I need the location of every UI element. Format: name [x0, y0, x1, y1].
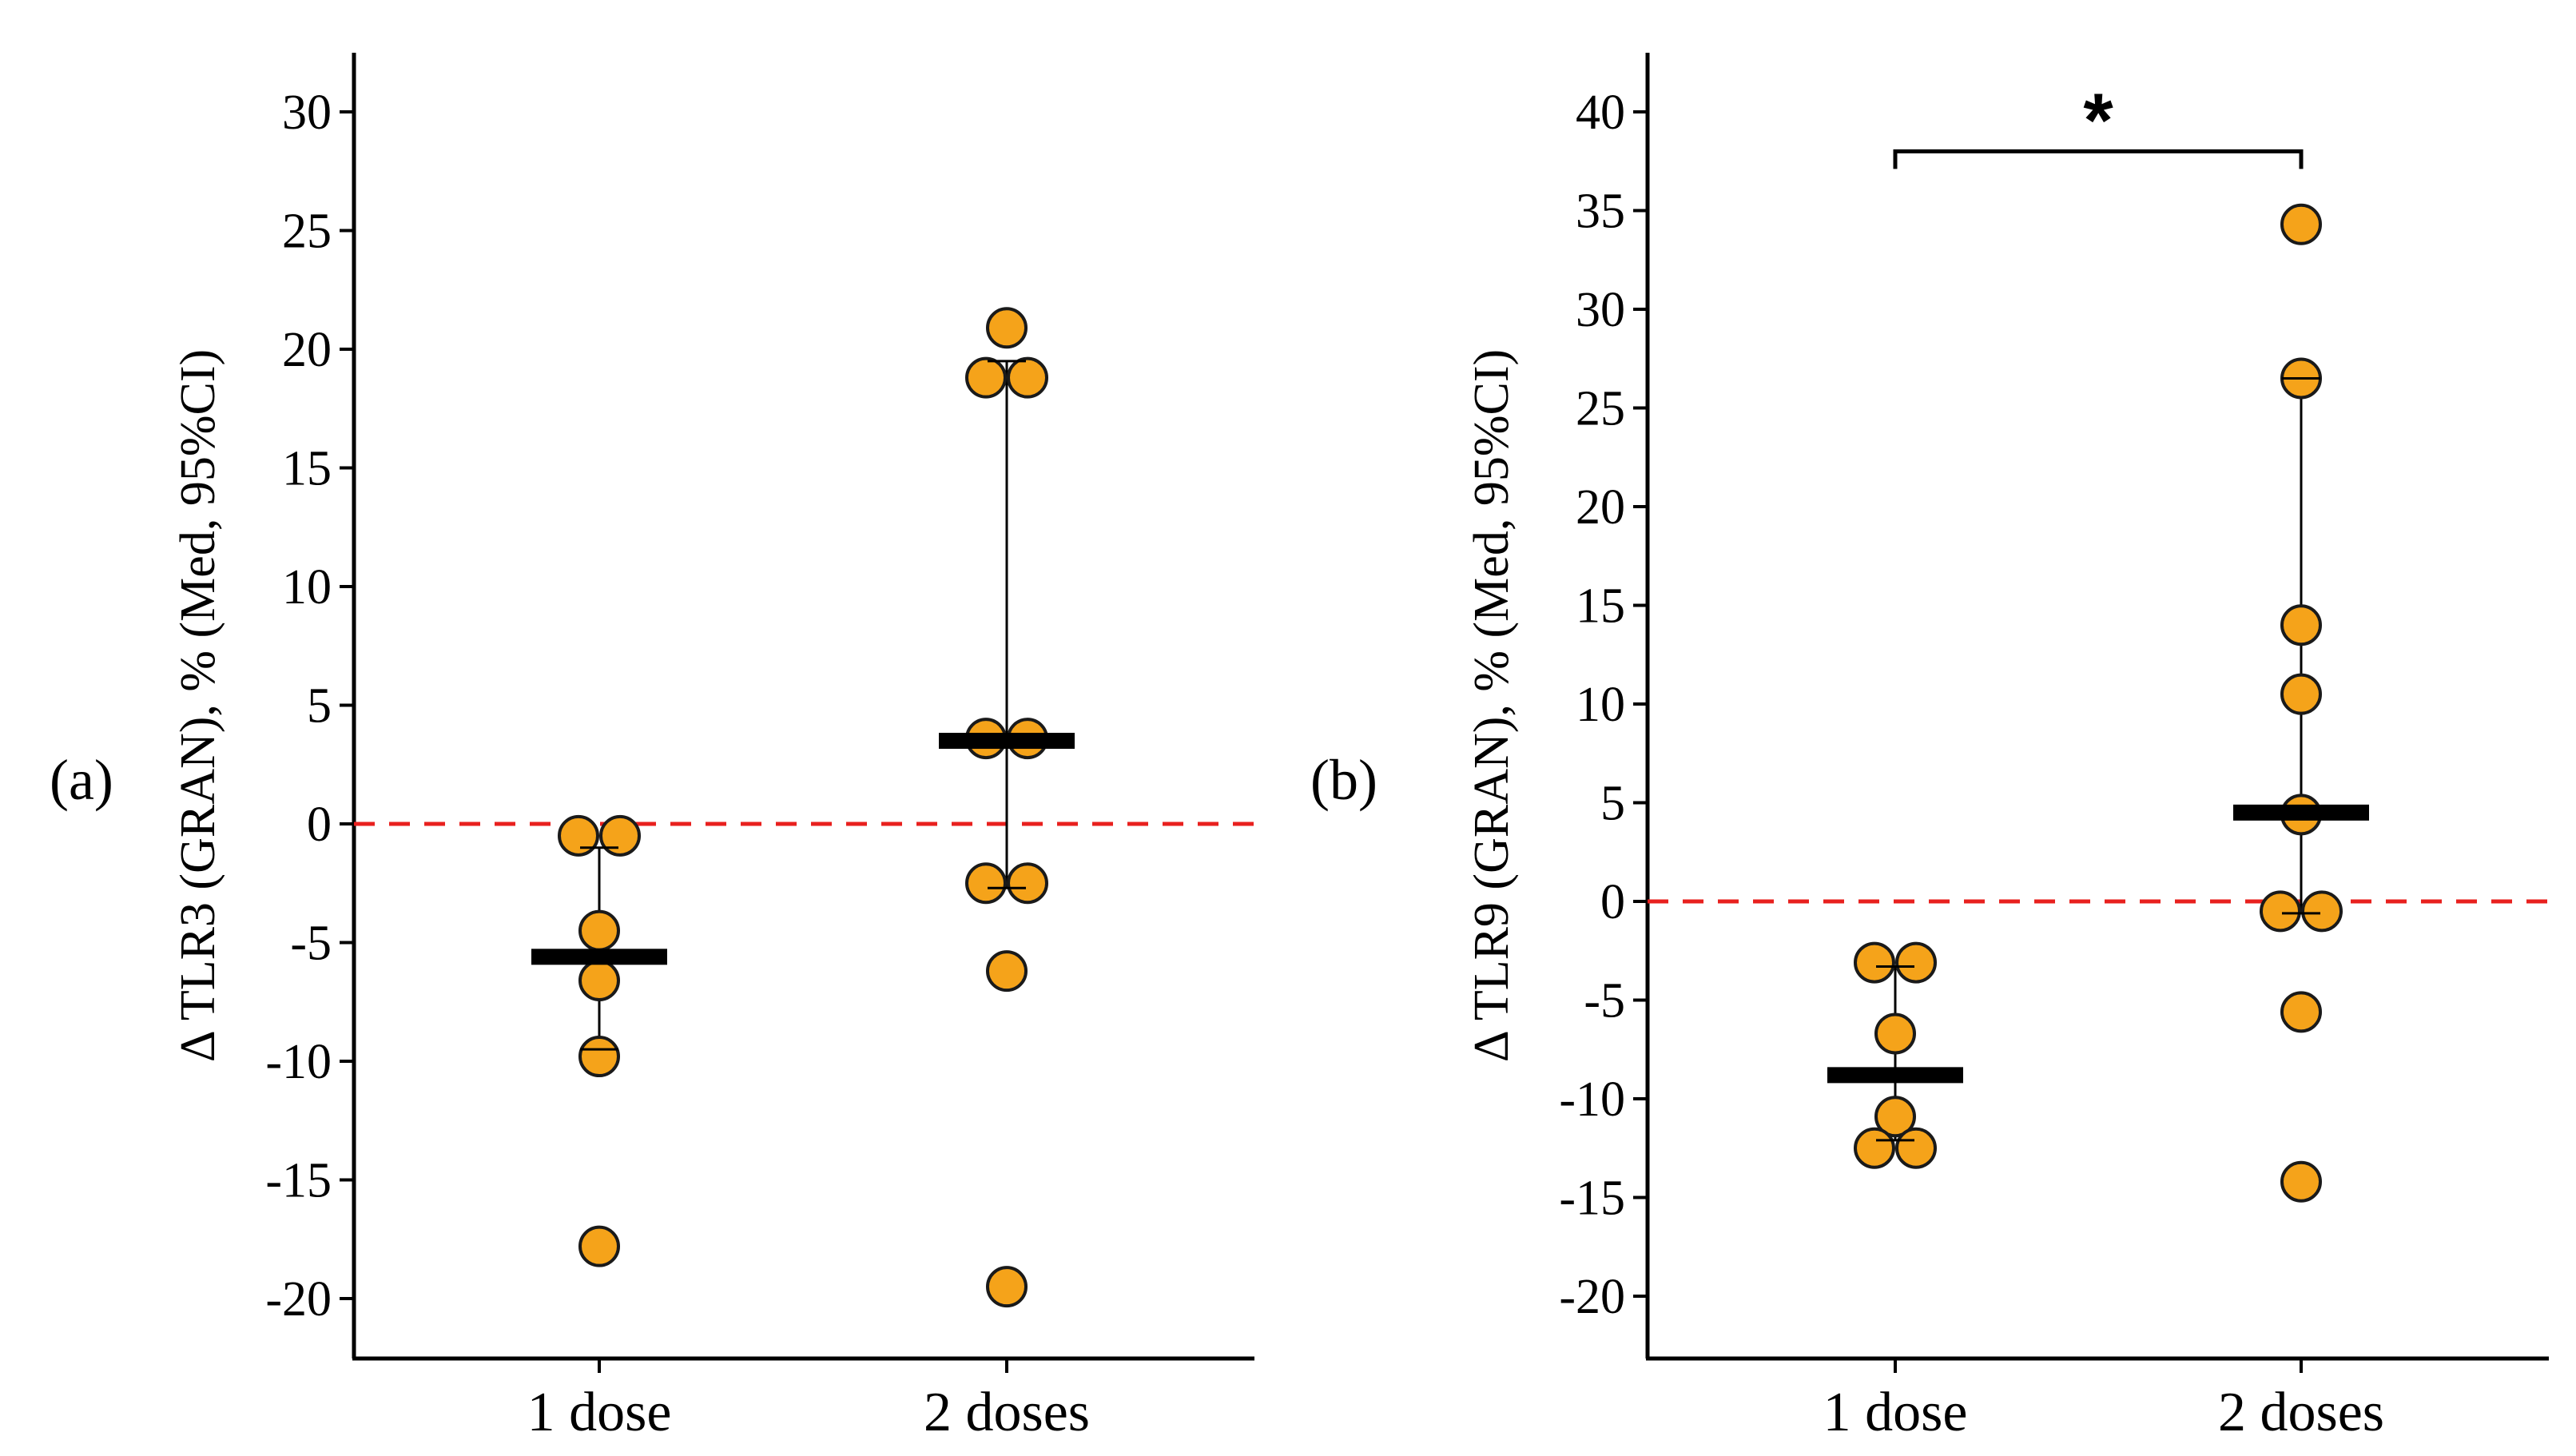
- data-point: [965, 862, 1007, 905]
- data-point: [986, 307, 1028, 349]
- y-tick-label: 15: [1576, 579, 1625, 634]
- y-tick-label: 10: [282, 560, 332, 615]
- data-point: [578, 1036, 620, 1078]
- y-tick-label: 35: [1576, 185, 1625, 239]
- y-tick-label: 0: [1600, 875, 1625, 929]
- panel-b: 40 35 30 25 20 15 10 5 0 -5 -10 -15 -20 1 dose 2 doses…: [1310, 53, 2549, 1443]
- x-tick-label: 1 dose: [527, 1382, 672, 1443]
- data-point: [1007, 356, 1048, 399]
- y-tick-label: 5: [1600, 777, 1625, 831]
- y-axis-title: Δ TLR9 (GRAN), % (Med, 95%CI): [1465, 349, 1519, 1062]
- data-point: [1895, 1127, 1937, 1169]
- data-point: [1007, 862, 1048, 905]
- significance-bracket: [1893, 149, 2304, 169]
- y-tick-label: -15: [1559, 1172, 1625, 1226]
- y-tick-label: 15: [282, 442, 332, 496]
- data-point: [1854, 941, 1895, 984]
- data-point: [986, 950, 1028, 993]
- data-point: [578, 1225, 620, 1267]
- data-point: [578, 909, 620, 952]
- y-tick-label: -5: [1584, 974, 1625, 1028]
- x-tick-label: 1 dose: [1823, 1382, 1968, 1443]
- y-tick-label: 20: [282, 323, 332, 377]
- x-tick-label: 2 doses: [924, 1382, 1090, 1443]
- y-tick-label: 30: [282, 86, 332, 140]
- data-point: [2260, 890, 2301, 933]
- y-tick-label: -5: [290, 917, 332, 971]
- data-point: [578, 960, 620, 1002]
- data-point: [2280, 991, 2322, 1033]
- data-point: [2280, 673, 2322, 715]
- y-tick-label: 10: [1576, 678, 1625, 732]
- panel-a: 30 25 20 15 10 5 0 -5 -10 -15 -20 1 dose 2 doses Δ TL…: [50, 53, 1254, 1443]
- y-tick-label: 0: [307, 798, 332, 852]
- data-point: [2280, 1160, 2322, 1203]
- median-bar: [939, 733, 1075, 750]
- data-point: [2280, 203, 2322, 245]
- data-point: [558, 814, 599, 857]
- y-axis-title: Δ TLR3 (GRAN), % (Med, 95%CI): [171, 349, 225, 1062]
- y-tick-label: 30: [1576, 283, 1625, 337]
- median-bar: [531, 949, 667, 965]
- data-point: [1874, 1096, 1916, 1138]
- data-point: [1874, 1012, 1916, 1055]
- y-tick-label: -10: [265, 1035, 332, 1089]
- x-tick-label: 2 doses: [2218, 1382, 2384, 1443]
- y-tick-label: -15: [265, 1154, 332, 1208]
- data-point: [1854, 1127, 1895, 1169]
- y-tick-label: -20: [265, 1272, 332, 1327]
- y-tick-label: 5: [307, 679, 332, 734]
- data-point: [965, 356, 1007, 399]
- data-point: [2280, 604, 2322, 646]
- data-point: [986, 1266, 1028, 1308]
- y-tick-label: -20: [1559, 1270, 1625, 1324]
- median-bar: [2233, 804, 2369, 821]
- panel-label: (b): [1310, 748, 1377, 812]
- y-tick-label: 25: [1576, 382, 1625, 436]
- y-tick-label: -10: [1559, 1072, 1625, 1127]
- median-bar: [1827, 1067, 1963, 1084]
- data-point: [1895, 941, 1937, 984]
- data-point: [2301, 890, 2343, 933]
- y-tick-label: 40: [1576, 86, 1625, 140]
- significance-marker: *: [2083, 78, 2113, 163]
- y-tick-label: 25: [282, 205, 332, 259]
- data-point: [599, 814, 641, 857]
- panel-label: (a): [50, 748, 113, 812]
- y-tick-label: 20: [1576, 480, 1625, 535]
